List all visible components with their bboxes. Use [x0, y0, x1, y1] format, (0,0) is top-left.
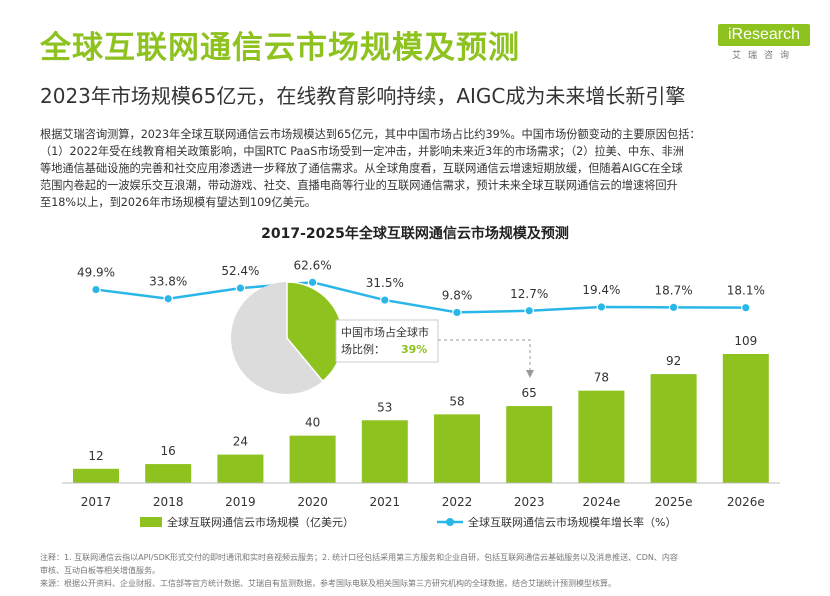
growth-point-2019 — [235, 283, 246, 293]
description-line: 等地通信基础设施的完善和社交应用渗透进一步释放了通信需求。从全球角度看，互联网通… — [40, 162, 683, 175]
x-tick-2017: 2017 — [81, 495, 112, 509]
footnote-line: 注释：1. 互联网通信云指以API/SDK形式交付的即时通讯和实时音视频云服务；… — [40, 553, 678, 562]
x-tick-2023: 2023 — [514, 495, 545, 509]
growth-label-2025e: 18.7% — [655, 283, 693, 297]
logo-cn-text: 艾瑞咨询 — [731, 51, 796, 61]
footnote-line: 来源：根据公开资料、企业财报、工信部等官方统计数据、艾瑞自有监测数据，参考国际电… — [40, 579, 616, 588]
bar-2021 — [361, 420, 408, 483]
x-tick-2020: 2020 — [297, 495, 328, 509]
x-tick-2018: 2018 — [153, 495, 184, 509]
page-title: 全球互联网通信云市场规模及预测 — [40, 30, 520, 66]
growth-label-2021: 31.5% — [366, 276, 404, 290]
bar-2026e — [722, 354, 769, 483]
bar-2018 — [145, 464, 192, 483]
description-line: 范围内卷起的一波娱乐交互浪潮，带动游戏、社交、直播电商等行业的互联网通信需求，预… — [40, 179, 678, 192]
legend-line-label: 全球互联网通信云市场规模年增长率（%） — [468, 515, 676, 529]
x-tick-2021: 2021 — [370, 495, 401, 509]
pie-callout-label: 中国市场占全球市 — [341, 325, 429, 339]
bar-label-2017: 12 — [88, 449, 103, 463]
pie-callout-arrow — [526, 370, 534, 378]
bar-2022 — [434, 414, 480, 483]
growth-label-2019: 52.4% — [221, 264, 259, 278]
pie-callout-connector — [438, 339, 531, 372]
legend-line-marker — [446, 518, 454, 526]
pie-callout-value: 39% — [401, 343, 427, 356]
description-line: 根据艾瑞咨询测算，2023年全球互联网通信云市场规模达到65亿元，其中中国市场占… — [40, 128, 701, 141]
growth-point-2023 — [524, 305, 534, 316]
pie-callout-box — [335, 319, 439, 363]
legend-bar-swatch — [140, 517, 162, 527]
iresearch-logo: iResearch 艾瑞咨询 — [718, 24, 810, 61]
bar-label-2021: 53 — [377, 400, 392, 414]
growth-point-2022 — [452, 307, 462, 318]
x-tick-2022: 2022 — [442, 495, 473, 509]
growth-label-2018: 33.8% — [149, 275, 187, 289]
chart-title: 2017-2025年全球互联网通信云市场规模及预测 — [261, 225, 569, 242]
logo-text: iResearch — [718, 24, 810, 46]
x-tick-2026e: 2026e — [727, 495, 765, 509]
footnotes: 注释：1. 互联网通信云指以API/SDK形式交付的即时通讯和实时音视频云服务；… — [40, 551, 800, 590]
pie-callout-label-2: 场比例： — [341, 342, 385, 356]
bar-label-2025e: 92 — [666, 354, 681, 368]
description-paragraph: 根据艾瑞咨询测算，2023年全球互联网通信云市场规模达到65亿元，其中中国市场占… — [40, 126, 800, 211]
bar-label-2020: 40 — [305, 416, 320, 430]
x-tick-2019: 2019 — [225, 495, 256, 509]
description-line: （1）2022年受在线教育相关政策影响，中国RTC PaaS市场受到一定冲击，并… — [40, 145, 684, 158]
growth-label-2022: 9.8% — [442, 288, 473, 302]
growth-label-2024e: 19.4% — [582, 283, 620, 297]
page-subtitle: 2023年市场规模65亿元，在线教育影响持续，AIGC成为未来增长新引擎 — [40, 84, 686, 108]
growth-point-2024e — [596, 302, 607, 312]
growth-label-2023: 12.7% — [510, 287, 548, 301]
growth-line — [95, 281, 746, 314]
growth-label-2017: 49.9% — [77, 266, 115, 280]
description-line: 至18%以上，到2026年市场规模有望达到109亿美元。 — [40, 196, 317, 209]
bar-label-2026e: 109 — [734, 334, 757, 348]
bar-2024e — [578, 390, 625, 483]
bar-label-2018: 16 — [161, 444, 176, 458]
bar-2019 — [217, 454, 264, 483]
growth-point-2026e — [740, 302, 751, 313]
growth-point-2021 — [379, 295, 390, 305]
x-tick-2024e: 2024e — [582, 495, 620, 509]
growth-label-2026e: 18.1% — [727, 284, 765, 298]
growth-label-2020: 62.6% — [294, 258, 332, 272]
bar-2017 — [73, 468, 119, 483]
bar-label-2024e: 78 — [594, 371, 609, 385]
growth-point-2018 — [163, 293, 173, 304]
footnote-line: 审核、互动白板等相关增值服务。 — [40, 566, 160, 575]
bar-2023 — [506, 406, 553, 483]
legend-bar-label: 全球互联网通信云市场规模（亿美元） — [167, 515, 354, 529]
bar-label-2022: 58 — [449, 394, 464, 408]
bar-2020 — [289, 435, 336, 483]
bar-label-2023: 65 — [522, 386, 537, 400]
growth-point-2025e — [668, 302, 679, 313]
pie-china-slice — [286, 281, 344, 383]
bar-2025e — [650, 374, 697, 483]
growth-point-2017 — [91, 284, 101, 295]
bar-label-2019: 24 — [233, 435, 248, 449]
growth-point-2020 — [307, 277, 318, 288]
x-tick-2025e: 2025e — [655, 495, 693, 509]
